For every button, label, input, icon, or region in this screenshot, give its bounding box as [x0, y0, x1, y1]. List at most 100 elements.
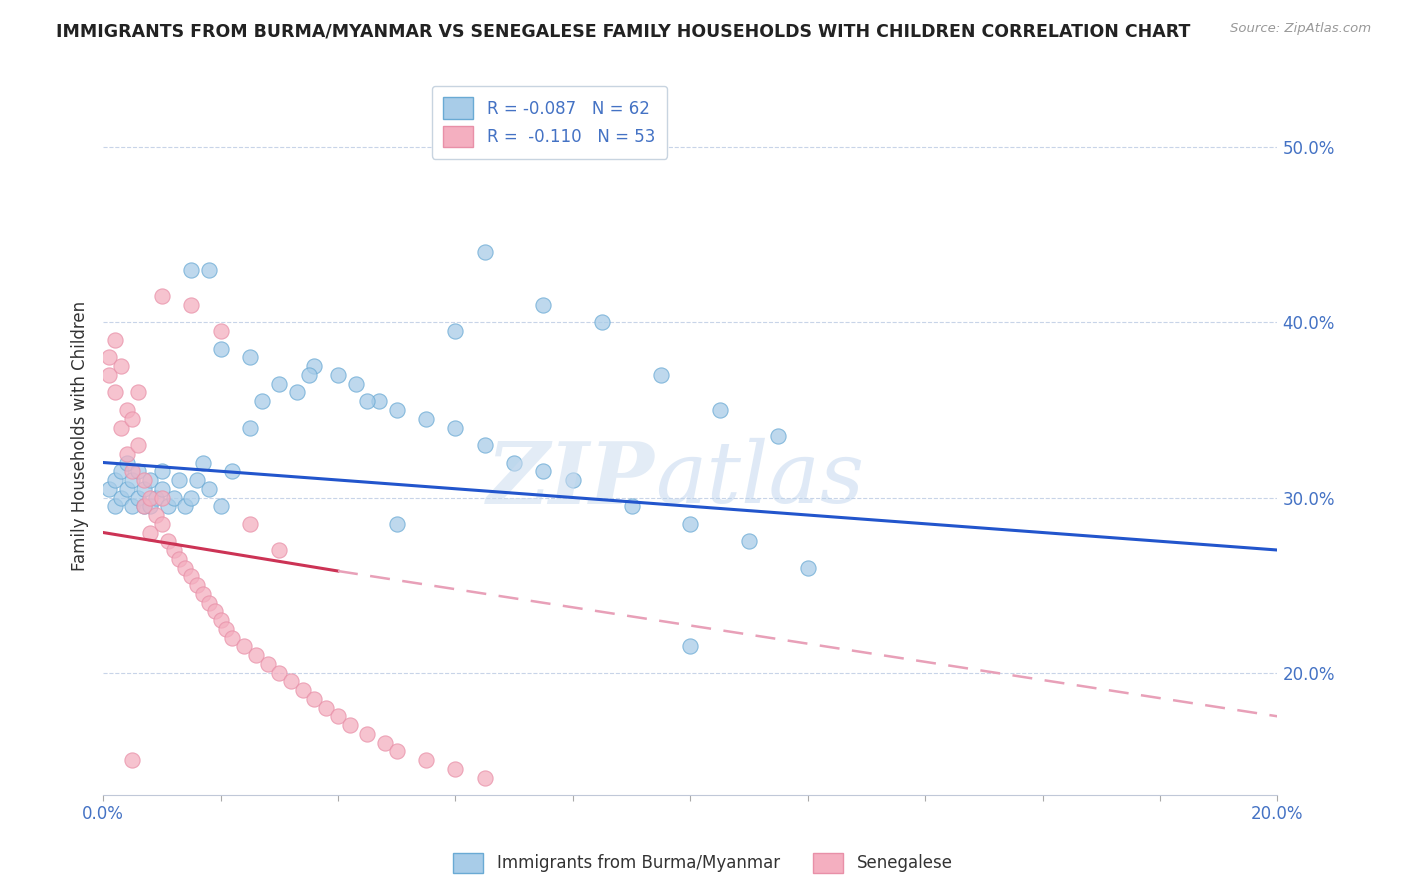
Point [533, 298, 555, 312]
Point [304, 691, 326, 706]
Point [150, 516, 173, 531]
Point [127, 464, 149, 478]
Point [221, 631, 243, 645]
Point [180, 263, 202, 277]
Point [134, 482, 156, 496]
Point [145, 508, 167, 522]
Point [127, 491, 149, 505]
Point [215, 622, 238, 636]
Point [250, 394, 273, 409]
Point [285, 385, 308, 400]
Legend: R = -0.087   N = 62, R =  -0.110   N = 53: R = -0.087 N = 62, R = -0.110 N = 53 [432, 86, 666, 159]
Point [186, 473, 208, 487]
Text: atlas: atlas [655, 438, 865, 521]
Point [326, 368, 349, 382]
Point [368, 394, 391, 409]
Point [768, 429, 790, 443]
Point [121, 753, 143, 767]
Point [121, 500, 143, 514]
Point [115, 403, 138, 417]
Point [280, 674, 302, 689]
Point [98, 351, 121, 365]
Point [444, 324, 467, 338]
Text: ZIP: ZIP [486, 438, 655, 521]
Point [198, 482, 221, 496]
Point [415, 411, 437, 425]
Point [98, 482, 121, 496]
Point [104, 333, 127, 347]
Point [180, 298, 202, 312]
Point [679, 516, 702, 531]
Point [385, 744, 408, 758]
Point [239, 516, 262, 531]
Point [150, 482, 173, 496]
Point [191, 587, 214, 601]
Point [209, 324, 232, 338]
Point [344, 376, 367, 391]
Point [115, 447, 138, 461]
Point [121, 464, 143, 478]
Point [239, 420, 262, 434]
Point [110, 491, 132, 505]
Point [186, 578, 208, 592]
Point [239, 351, 262, 365]
Point [110, 420, 132, 434]
Point [474, 771, 496, 785]
Point [256, 657, 278, 671]
Point [150, 289, 173, 303]
Point [127, 438, 149, 452]
Point [98, 368, 121, 382]
Point [121, 411, 143, 425]
Point [209, 500, 232, 514]
Point [679, 640, 702, 654]
Point [121, 473, 143, 487]
Point [204, 604, 226, 618]
Point [738, 534, 761, 549]
Point [503, 456, 526, 470]
Point [127, 385, 149, 400]
Point [474, 245, 496, 260]
Point [221, 464, 243, 478]
Point [385, 403, 408, 417]
Point [145, 491, 167, 505]
Point [115, 456, 138, 470]
Point [110, 464, 132, 478]
Point [104, 473, 127, 487]
Point [156, 534, 179, 549]
Point [209, 613, 232, 627]
Point [315, 700, 337, 714]
Point [162, 543, 184, 558]
Point [591, 316, 613, 330]
Point [150, 464, 173, 478]
Point [180, 491, 202, 505]
Point [169, 551, 191, 566]
Y-axis label: Family Households with Children: Family Households with Children [72, 301, 89, 571]
Point [356, 727, 378, 741]
Point [474, 438, 496, 452]
Point [169, 473, 191, 487]
Point [198, 595, 221, 609]
Point [339, 718, 361, 732]
Point [162, 491, 184, 505]
Point [709, 403, 731, 417]
Point [561, 473, 583, 487]
Point [139, 491, 162, 505]
Point [269, 543, 291, 558]
Point [156, 500, 179, 514]
Point [385, 516, 408, 531]
Point [139, 525, 162, 540]
Point [304, 359, 326, 374]
Text: Source: ZipAtlas.com: Source: ZipAtlas.com [1230, 22, 1371, 36]
Point [104, 385, 127, 400]
Point [198, 263, 221, 277]
Point [134, 473, 156, 487]
Text: IMMIGRANTS FROM BURMA/MYANMAR VS SENEGALESE FAMILY HOUSEHOLDS WITH CHILDREN CORR: IMMIGRANTS FROM BURMA/MYANMAR VS SENEGAL… [56, 22, 1191, 40]
Point [174, 560, 197, 574]
Point [245, 648, 267, 662]
Point [444, 762, 467, 776]
Point [180, 569, 202, 583]
Point [191, 456, 214, 470]
Point [796, 560, 818, 574]
Point [104, 500, 127, 514]
Point [356, 394, 378, 409]
